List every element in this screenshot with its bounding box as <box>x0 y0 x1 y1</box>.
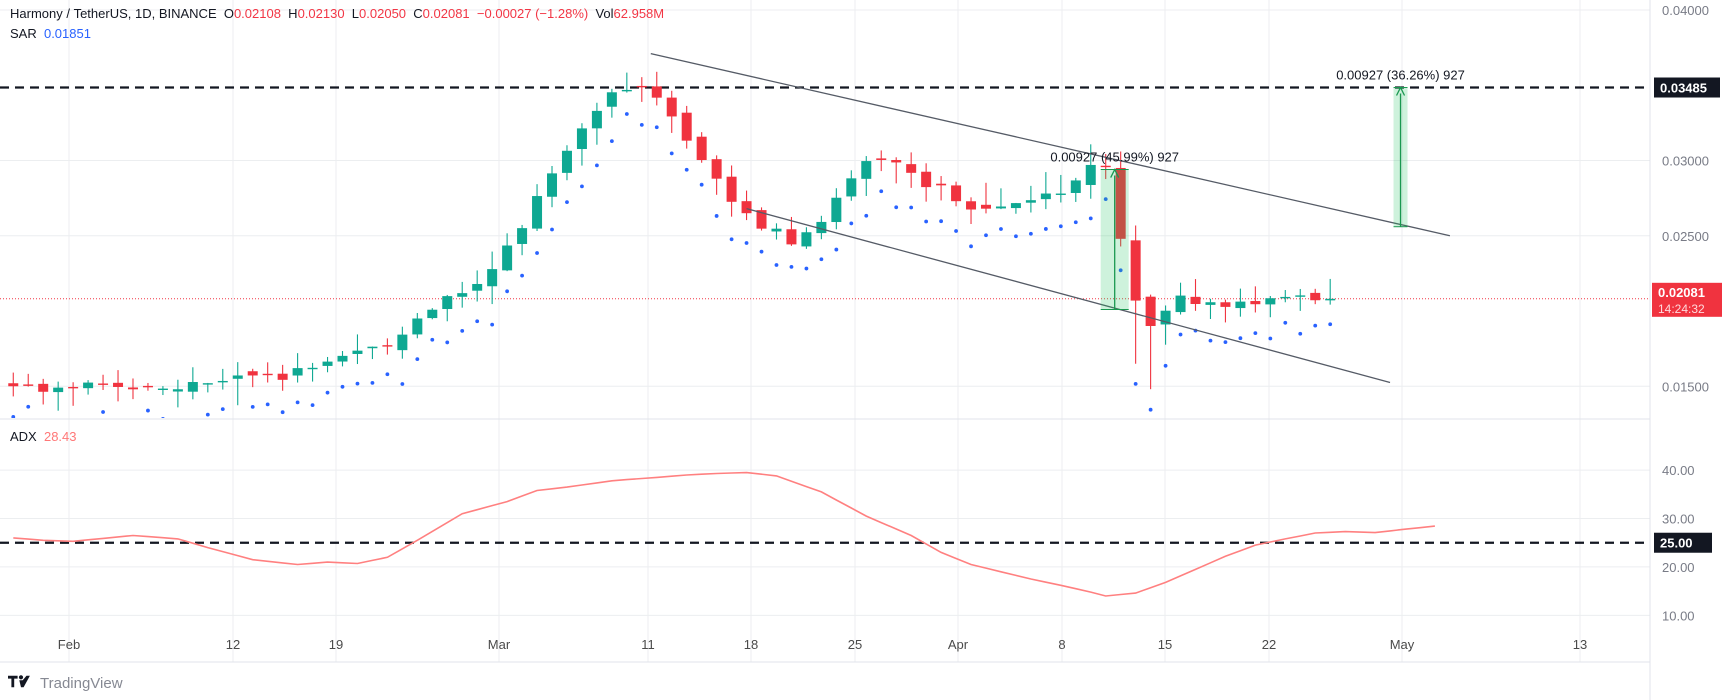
svg-text:0.03000: 0.03000 <box>1662 154 1709 169</box>
svg-text:Mar: Mar <box>488 637 511 652</box>
svg-text:0.02081: 0.02081 <box>1658 285 1705 300</box>
svg-text:12: 12 <box>226 637 240 652</box>
svg-text:25.00: 25.00 <box>1660 536 1693 551</box>
svg-text:May: May <box>1390 637 1415 652</box>
svg-text:15: 15 <box>1158 637 1172 652</box>
svg-text:22: 22 <box>1262 637 1276 652</box>
svg-text:25: 25 <box>848 637 862 652</box>
svg-text:20.00: 20.00 <box>1662 560 1695 575</box>
svg-text:0.00927 (36.26%) 927: 0.00927 (36.26%) 927 <box>1336 68 1465 83</box>
svg-text:0.04000: 0.04000 <box>1662 3 1709 18</box>
svg-text:11: 11 <box>641 637 655 652</box>
svg-text:8: 8 <box>1058 637 1065 652</box>
svg-text:0.02500: 0.02500 <box>1662 229 1709 244</box>
svg-text:0.00927 (45.99%) 927: 0.00927 (45.99%) 927 <box>1050 150 1179 165</box>
svg-text:13: 13 <box>1573 637 1587 652</box>
svg-text:0.03485: 0.03485 <box>1660 81 1707 96</box>
svg-text:14:24:32: 14:24:32 <box>1658 302 1705 316</box>
svg-text:40.00: 40.00 <box>1662 463 1695 478</box>
svg-text:19: 19 <box>329 637 343 652</box>
svg-text:30.00: 30.00 <box>1662 512 1695 527</box>
svg-text:0.01500: 0.01500 <box>1662 379 1709 394</box>
svg-text:Apr: Apr <box>948 637 969 652</box>
svg-text:Feb: Feb <box>58 637 80 652</box>
svg-text:18: 18 <box>744 637 758 652</box>
svg-text:10.00: 10.00 <box>1662 608 1695 623</box>
